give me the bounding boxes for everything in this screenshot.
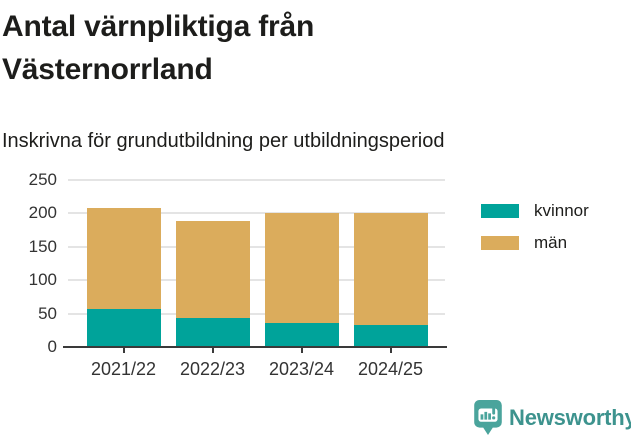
legend-swatch-män <box>481 236 519 250</box>
bar-segment-män-2022/23 <box>175 221 250 319</box>
x-axis-tick-label: 2023/24 <box>268 359 335 379</box>
x-axis-tick-label: 2024/25 <box>357 359 424 379</box>
x-axis-tick <box>300 348 303 353</box>
gridline-200 <box>68 212 445 215</box>
chart-title: Antal värnpliktiga från Västernorrland <box>2 10 315 86</box>
bar-segment-kvinnor-2024/25 <box>353 324 428 347</box>
gridline-150 <box>68 245 445 248</box>
bar-segment-kvinnor-2021/22 <box>86 308 161 347</box>
bar-segment-kvinnor-2023/24 <box>264 322 339 347</box>
chart-legend: kvinnor män <box>481 201 589 265</box>
gridline-50 <box>68 312 445 315</box>
y-axis-tick-label: 0 <box>47 337 57 356</box>
y-axis-tick-label: 150 <box>28 236 57 256</box>
bar-segment-män-2021/22 <box>86 208 161 309</box>
legend-item-män: män <box>481 233 589 253</box>
legend-label: män <box>534 233 568 252</box>
gridline-100 <box>68 279 445 282</box>
x-axis-tick <box>211 348 214 353</box>
bar-segment-kvinnor-2022/23 <box>175 318 250 347</box>
y-axis-tick-label: 250 <box>28 170 57 189</box>
newsworthy-logo-text: Newsworthy <box>509 404 631 430</box>
y-axis-tick-label: 50 <box>38 303 57 323</box>
bar-segment-män-2024/25 <box>353 213 428 325</box>
legend-swatch-kvinnor <box>481 204 519 218</box>
stacked-bar-chart: 0 50 100 150 200 250 2021/22 2022/23 2023/24 2024… <box>0 170 460 390</box>
legend-item-kvinnor: kvinnor <box>481 201 589 221</box>
x-axis-tick <box>389 348 392 353</box>
y-axis-tick-label: 100 <box>28 270 57 290</box>
x-axis-tick <box>122 348 125 353</box>
newsworthy-logo-icon <box>474 400 502 435</box>
legend-label: kvinnor <box>534 201 589 220</box>
chart-subtitle: Inskrivna för grundutbildning per utbild… <box>2 130 445 152</box>
gridline-250 <box>68 179 445 181</box>
x-axis-tick-label: 2021/22 <box>90 359 157 379</box>
y-axis-tick-label: 200 <box>28 203 57 223</box>
x-axis-line <box>63 346 447 348</box>
x-axis-tick-label: 2022/23 <box>179 359 246 379</box>
newsworthy-branding: Newsworthy <box>474 400 631 435</box>
bar-segment-män-2023/24 <box>264 212 339 323</box>
